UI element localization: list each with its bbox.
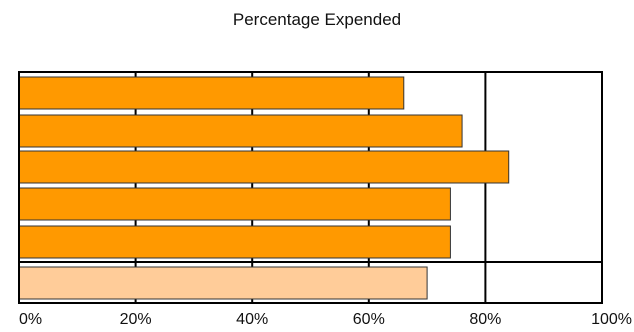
bar-3 xyxy=(18,150,510,184)
x-tick-label-2: 40% xyxy=(236,311,268,328)
bar-1 xyxy=(18,76,405,110)
plot-frame xyxy=(18,71,603,304)
bar-5 xyxy=(18,225,451,259)
bar-4 xyxy=(18,187,451,221)
bar-6 xyxy=(18,266,428,300)
chart-title: Percentage Expended xyxy=(232,10,402,29)
axis-frame xyxy=(18,71,603,304)
x-tick-label-4: 80% xyxy=(469,311,501,328)
bar-2 xyxy=(18,114,463,148)
x-tick-label-1: 20% xyxy=(120,311,152,328)
tick-labels: 0% 20% 40% 60% 80% 100% xyxy=(19,311,632,328)
x-tick-label-0: 0% xyxy=(19,311,42,328)
x-tick-label-5: 100% xyxy=(591,311,632,328)
bars xyxy=(18,76,510,300)
x-tick-label-3: 60% xyxy=(353,311,385,328)
